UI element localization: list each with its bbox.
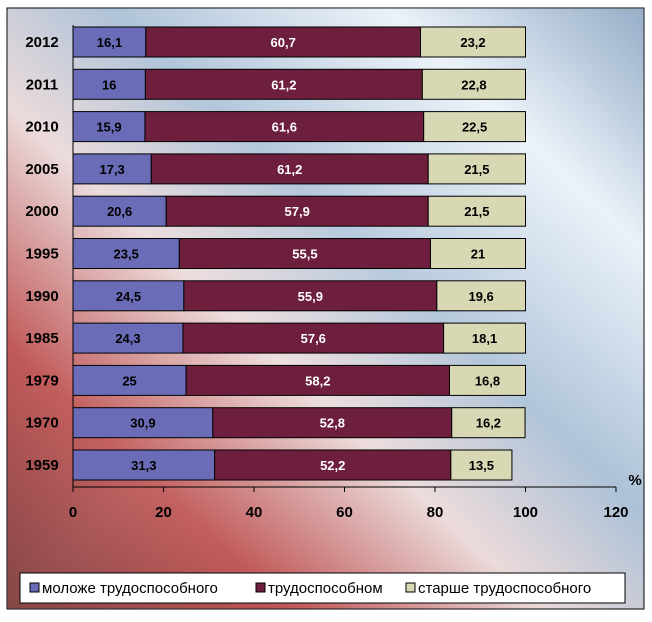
legend-swatch-s0 <box>29 582 40 593</box>
data-label-2010-s1: 61,6 <box>272 120 297 135</box>
bar-segment-2000-s2 <box>427 195 526 227</box>
data-label-1970-s2: 16,2 <box>476 416 501 431</box>
bar-segment-1995-s1 <box>178 238 431 269</box>
bar-segment-1979-s0 <box>72 364 187 396</box>
data-label-1970-s1: 52,8 <box>320 416 345 431</box>
category-label-2010: 2010 <box>25 119 58 136</box>
data-label-2011-s0: 16 <box>102 77 116 92</box>
category-label-1985: 1985 <box>25 330 58 347</box>
bar-segment-1970-s0 <box>72 407 214 439</box>
data-label-2000-s2: 21,5 <box>464 204 489 219</box>
x-tick-label-0: 0 <box>69 504 77 521</box>
bar-segment-2005-s1 <box>150 153 429 185</box>
data-label-1959-s2: 13,5 <box>469 458 494 473</box>
data-label-1995-s1: 55,5 <box>292 247 317 262</box>
category-label-1990: 1990 <box>25 288 58 305</box>
bars-layer: 16,1 60,7 23,2 16 61,2 22,8 15,9 61,6 22,5 17,3 61… <box>72 26 527 481</box>
x-axis: 0 20 40 60 80 100 120 <box>69 25 629 521</box>
x-tick-label-100: 100 <box>513 504 538 521</box>
data-label-2011-s2: 22,8 <box>461 77 486 92</box>
data-label-1990-s1: 55,9 <box>298 289 323 304</box>
x-tick-label-60: 60 <box>336 504 353 521</box>
bar-segment-1979-s2 <box>448 364 527 396</box>
category-label-1995: 1995 <box>25 246 58 263</box>
bar-segment-1985-s2 <box>443 322 526 354</box>
data-label-1979-s0: 25 <box>122 373 136 388</box>
x-tick-label-80: 80 <box>427 504 444 521</box>
legend-box <box>19 572 626 604</box>
data-label-2010-s0: 15,9 <box>96 120 121 135</box>
data-label-2011-s1: 61,2 <box>271 77 296 92</box>
data-label-1990-s0: 24,5 <box>116 289 141 304</box>
category-label-2011: 2011 <box>26 76 59 93</box>
data-label-2005-s0: 17,3 <box>99 162 124 177</box>
category-label-2000: 2000 <box>25 203 58 220</box>
data-label-2010-s2: 22,5 <box>462 120 487 135</box>
bar-segment-2011-s2 <box>421 68 526 100</box>
data-label-1995-s2: 21 <box>471 247 485 262</box>
bar-segment-2000-s0 <box>72 195 167 227</box>
bar-segment-1959-s1 <box>214 449 452 481</box>
bar-segment-2012-s0 <box>72 26 147 58</box>
category-label-1970: 1970 <box>25 415 58 432</box>
bar-segment-1985-s1 <box>182 322 445 354</box>
bar-segment-1959-s2 <box>450 449 513 481</box>
legend-label-s1: трудоспособном <box>268 580 383 597</box>
bar-segment-1995-s0 <box>72 238 180 269</box>
data-label-1979-s2: 16,8 <box>475 373 500 388</box>
bar-segment-1970-s1 <box>212 407 453 439</box>
data-label-2012-s2: 23,2 <box>460 35 485 50</box>
x-tick-label-40: 40 <box>246 504 263 521</box>
bar-segment-2011-s1 <box>144 68 423 100</box>
legend-swatch-s2 <box>405 582 416 593</box>
category-label-2012: 2012 <box>25 34 58 51</box>
bar-segment-2010-s2 <box>423 111 526 143</box>
data-label-2000-s0: 20,6 <box>107 204 132 219</box>
legend-swatch-s1 <box>255 582 266 593</box>
legend-label-s0: моложе трудоспособного <box>42 580 218 597</box>
category-label-1979: 1979 <box>25 372 58 389</box>
data-label-2005-s1: 61,2 <box>277 162 302 177</box>
legend-label-s2: старше трудоспособного <box>418 580 591 597</box>
data-label-2012-s1: 60,7 <box>271 35 296 50</box>
data-label-1990-s2: 19,6 <box>468 289 493 304</box>
data-label-1985-s2: 18,1 <box>472 331 497 346</box>
bar-segment-2010-s1 <box>144 111 425 143</box>
bar-segment-1995-s2 <box>429 238 527 269</box>
data-label-1959-s1: 52,2 <box>320 458 345 473</box>
data-label-1995-s0: 23,5 <box>114 247 139 262</box>
category-labels: 2012 2011 2010 2005 2000 1995 1990 1985 1979 1970… <box>25 34 58 474</box>
category-label-1959: 1959 <box>25 457 58 474</box>
x-tick-label-120: 120 <box>603 504 628 521</box>
bar-segment-1990-s1 <box>183 280 438 312</box>
data-label-1979-s1: 58,2 <box>305 373 330 388</box>
data-label-1985-s0: 24,3 <box>115 331 140 346</box>
data-label-2012-s0: 16,1 <box>97 35 122 50</box>
x-tick-label-20: 20 <box>155 504 172 521</box>
bar-segment-1985-s0 <box>72 322 184 354</box>
x-axis-unit-label: % <box>628 472 641 489</box>
data-label-1959-s0: 31,3 <box>131 458 156 473</box>
category-label-2005: 2005 <box>25 161 58 178</box>
legend: моложе трудоспособного трудоспособном стар… <box>19 572 626 604</box>
bar-segment-2000-s1 <box>165 195 429 227</box>
bar-segment-2011-s0 <box>72 68 146 100</box>
data-label-2005-s2: 21,5 <box>464 162 489 177</box>
bar-segment-1990-s2 <box>436 280 526 312</box>
data-label-2000-s1: 57,9 <box>285 204 310 219</box>
bar-segment-1970-s2 <box>451 407 526 439</box>
data-label-1985-s1: 57,6 <box>301 331 326 346</box>
bar-segment-2005-s2 <box>427 153 526 185</box>
bar-segment-2012-s2 <box>420 26 526 58</box>
bar-segment-2012-s1 <box>145 26 422 58</box>
data-label-1970-s0: 30,9 <box>130 416 155 431</box>
